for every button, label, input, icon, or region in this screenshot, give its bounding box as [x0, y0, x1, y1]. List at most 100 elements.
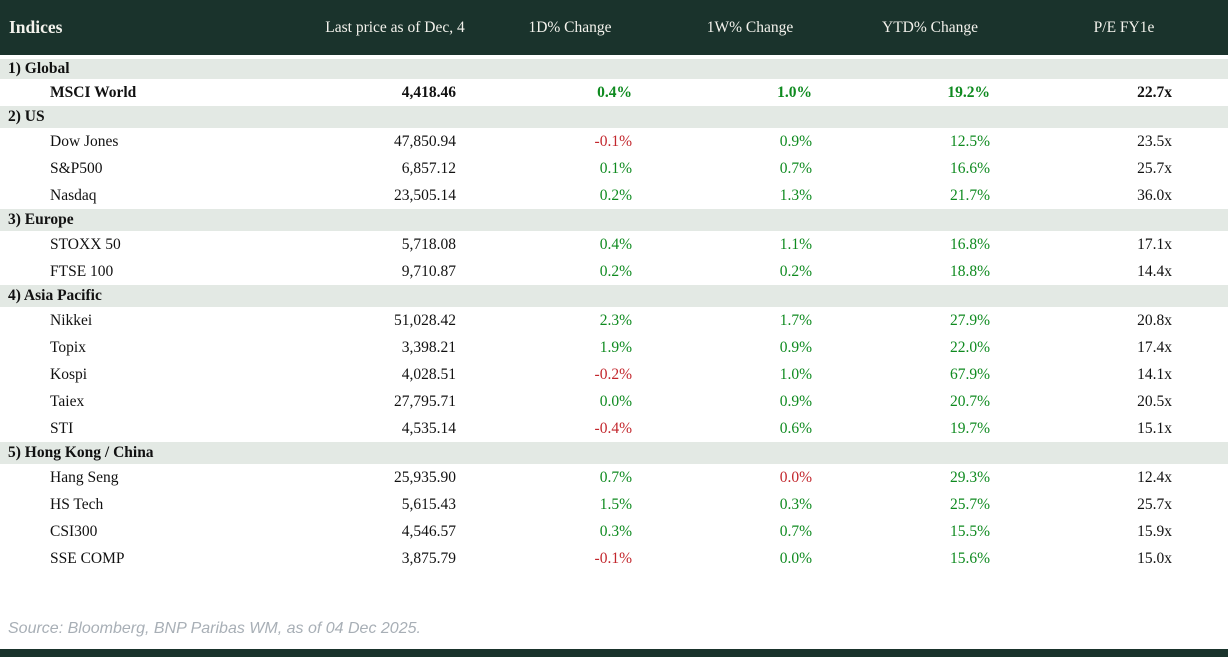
change-ytd: 19.7%: [840, 415, 1020, 442]
pe-fy1e: 23.5x: [1020, 128, 1228, 155]
change-1d: -0.1%: [480, 545, 660, 572]
index-row: MSCI World 4,418.46 0.4% 1.0% 19.2% 22.7x: [0, 79, 1228, 106]
index-name: MSCI World: [0, 79, 310, 106]
pe-fy1e: 20.8x: [1020, 307, 1228, 334]
pe-fy1e: 15.1x: [1020, 415, 1228, 442]
index-name: Dow Jones: [0, 128, 310, 155]
index-row: STI 4,535.14 -0.4% 0.6% 19.7% 15.1x: [0, 415, 1228, 442]
section-label: 3) Europe: [0, 209, 1228, 231]
change-1w: 0.6%: [660, 415, 840, 442]
index-row: Hang Seng 25,935.90 0.7% 0.0% 29.3% 12.4x: [0, 464, 1228, 491]
change-1d: 1.9%: [480, 334, 660, 361]
index-row: Topix 3,398.21 1.9% 0.9% 22.0% 17.4x: [0, 334, 1228, 361]
last-price: 3,875.79: [310, 545, 480, 572]
indices-table-body: 1) Global MSCI World 4,418.46 0.4% 1.0% 19.2%…: [0, 57, 1228, 572]
change-1d: 0.3%: [480, 518, 660, 545]
last-price: 25,935.90: [310, 464, 480, 491]
index-name: Kospi: [0, 361, 310, 388]
bottom-accent-bar: [0, 649, 1228, 657]
index-name: Nikkei: [0, 307, 310, 334]
change-ytd: 19.2%: [840, 79, 1020, 106]
index-name: Topix: [0, 334, 310, 361]
change-ytd: 18.8%: [840, 258, 1020, 285]
last-price: 4,546.57: [310, 518, 480, 545]
change-ytd: 20.7%: [840, 388, 1020, 415]
last-price: 6,857.12: [310, 155, 480, 182]
column-header-indices: Indices: [0, 0, 310, 59]
source-note: Source: Bloomberg, BNP Paribas WM, as of…: [8, 620, 421, 637]
change-ytd: 16.6%: [840, 155, 1020, 182]
index-name: HS Tech: [0, 491, 310, 518]
index-row: S&P500 6,857.12 0.1% 0.7% 16.6% 25.7x: [0, 155, 1228, 182]
pe-fy1e: 14.1x: [1020, 361, 1228, 388]
index-name: S&P500: [0, 155, 310, 182]
pe-fy1e: 20.5x: [1020, 388, 1228, 415]
pe-fy1e: 15.0x: [1020, 545, 1228, 572]
change-1d: 2.3%: [480, 307, 660, 334]
section-row: 5) Hong Kong / China: [0, 442, 1228, 464]
change-1d: -0.2%: [480, 361, 660, 388]
column-header-1w-change: 1W% Change: [660, 0, 840, 59]
pe-fy1e: 25.7x: [1020, 155, 1228, 182]
change-1w: 0.7%: [660, 155, 840, 182]
header-row: Indices Last price as of Dec, 4 1D% Chan…: [0, 0, 1228, 59]
pe-fy1e: 17.4x: [1020, 334, 1228, 361]
index-name: Hang Seng: [0, 464, 310, 491]
change-1w: 1.1%: [660, 231, 840, 258]
index-row: Kospi 4,028.51 -0.2% 1.0% 67.9% 14.1x: [0, 361, 1228, 388]
pe-fy1e: 12.4x: [1020, 464, 1228, 491]
change-1w: 0.0%: [660, 545, 840, 572]
change-ytd: 29.3%: [840, 464, 1020, 491]
change-1w: 1.0%: [660, 361, 840, 388]
pe-fy1e: 36.0x: [1020, 182, 1228, 209]
last-price: 27,795.71: [310, 388, 480, 415]
pe-fy1e: 15.9x: [1020, 518, 1228, 545]
change-1w: 0.2%: [660, 258, 840, 285]
change-ytd: 15.6%: [840, 545, 1020, 572]
change-1w: 0.9%: [660, 334, 840, 361]
index-row: Nasdaq 23,505.14 0.2% 1.3% 21.7% 36.0x: [0, 182, 1228, 209]
change-1w: 1.7%: [660, 307, 840, 334]
last-price: 3,398.21: [310, 334, 480, 361]
indices-table-header: Indices Last price as of Dec, 4 1D% Chan…: [0, 0, 1228, 59]
column-header-ytd-change: YTD% Change: [840, 0, 1020, 59]
change-1d: 0.0%: [480, 388, 660, 415]
section-label: 1) Global: [0, 57, 1228, 79]
last-price: 4,418.46: [310, 79, 480, 106]
index-name: Nasdaq: [0, 182, 310, 209]
pe-fy1e: 22.7x: [1020, 79, 1228, 106]
change-1w: 0.3%: [660, 491, 840, 518]
last-price: 5,718.08: [310, 231, 480, 258]
index-name: Taiex: [0, 388, 310, 415]
column-header-pe-fy1e: P/E FY1e: [1020, 0, 1228, 59]
change-1w: 0.0%: [660, 464, 840, 491]
change-1d: 1.5%: [480, 491, 660, 518]
index-row: CSI300 4,546.57 0.3% 0.7% 15.5% 15.9x: [0, 518, 1228, 545]
index-name: CSI300: [0, 518, 310, 545]
section-label: 2) US: [0, 106, 1228, 128]
last-price: 5,615.43: [310, 491, 480, 518]
indices-table: Indices Last price as of Dec, 4 1D% Chan…: [0, 0, 1228, 572]
index-name: FTSE 100: [0, 258, 310, 285]
last-price: 4,535.14: [310, 415, 480, 442]
index-row: Taiex 27,795.71 0.0% 0.9% 20.7% 20.5x: [0, 388, 1228, 415]
change-1d: -0.4%: [480, 415, 660, 442]
index-row: HS Tech 5,615.43 1.5% 0.3% 25.7% 25.7x: [0, 491, 1228, 518]
change-1w: 1.3%: [660, 182, 840, 209]
index-name: STOXX 50: [0, 231, 310, 258]
change-ytd: 67.9%: [840, 361, 1020, 388]
change-ytd: 27.9%: [840, 307, 1020, 334]
column-header-last-price: Last price as of Dec, 4: [310, 0, 480, 59]
last-price: 4,028.51: [310, 361, 480, 388]
index-row: FTSE 100 9,710.87 0.2% 0.2% 18.8% 14.4x: [0, 258, 1228, 285]
change-1d: 0.4%: [480, 79, 660, 106]
index-row: Dow Jones 47,850.94 -0.1% 0.9% 12.5% 23.5x: [0, 128, 1228, 155]
change-ytd: 22.0%: [840, 334, 1020, 361]
section-row: 1) Global: [0, 57, 1228, 79]
change-1d: 0.2%: [480, 258, 660, 285]
change-1d: 0.7%: [480, 464, 660, 491]
change-1d: 0.2%: [480, 182, 660, 209]
section-row: 3) Europe: [0, 209, 1228, 231]
last-price: 23,505.14: [310, 182, 480, 209]
pe-fy1e: 14.4x: [1020, 258, 1228, 285]
